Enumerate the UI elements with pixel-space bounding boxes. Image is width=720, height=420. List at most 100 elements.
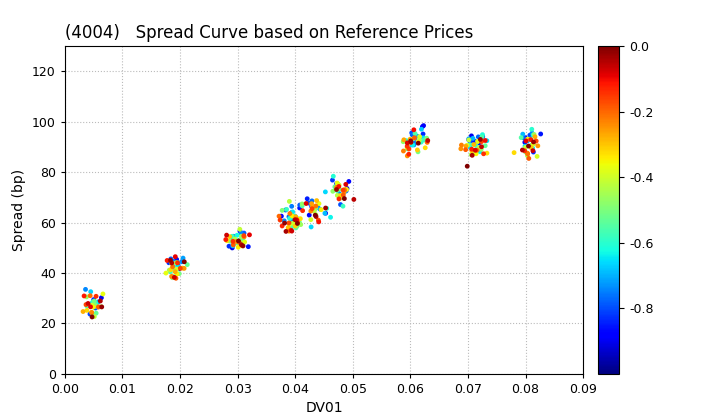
Point — [172, 262, 184, 269]
Point — [473, 144, 485, 151]
Point — [414, 133, 426, 140]
Point — [463, 136, 474, 143]
Point — [528, 139, 539, 145]
Point — [88, 298, 99, 304]
Point — [165, 255, 176, 262]
Point — [171, 256, 182, 263]
Point — [235, 230, 247, 236]
Point — [528, 149, 539, 155]
Point — [307, 204, 318, 210]
Point — [84, 292, 96, 299]
Point — [290, 225, 302, 231]
Point — [476, 134, 487, 140]
Point — [174, 265, 185, 272]
Point — [169, 268, 181, 275]
Point — [415, 126, 427, 133]
Point — [481, 150, 492, 157]
Point — [312, 204, 323, 210]
Point — [420, 144, 431, 151]
Point — [405, 137, 416, 144]
Point — [163, 267, 175, 273]
Point — [165, 266, 176, 273]
Point — [313, 218, 325, 225]
Point — [86, 314, 98, 320]
Point — [86, 299, 98, 306]
Point — [294, 219, 305, 226]
Point — [528, 131, 540, 138]
Point — [415, 139, 427, 145]
Point — [280, 207, 292, 213]
Point — [171, 265, 183, 272]
Point — [228, 238, 239, 245]
Point — [338, 192, 349, 198]
Point — [228, 233, 239, 240]
Point — [287, 219, 298, 226]
Point — [288, 220, 300, 227]
Point — [221, 237, 233, 244]
Point — [333, 182, 345, 189]
Point — [476, 138, 487, 145]
Point — [287, 213, 298, 219]
Point — [276, 223, 288, 229]
Point — [294, 215, 306, 222]
Point — [523, 143, 534, 150]
Point — [283, 228, 294, 234]
Point — [528, 140, 539, 147]
Point — [338, 189, 350, 196]
Point — [521, 137, 532, 144]
Point — [279, 220, 290, 226]
Point — [96, 303, 107, 310]
Point — [233, 244, 244, 251]
Point — [88, 296, 99, 303]
Point — [408, 131, 419, 138]
Point — [398, 136, 410, 143]
Point — [289, 214, 300, 220]
Point — [238, 230, 250, 236]
Point — [526, 126, 538, 133]
Point — [238, 240, 249, 247]
Point — [406, 142, 418, 148]
Point — [236, 242, 248, 249]
Point — [469, 138, 480, 144]
Point — [283, 220, 294, 226]
Point — [407, 131, 418, 138]
Point — [320, 189, 331, 195]
Point — [466, 146, 477, 152]
Point — [456, 142, 467, 148]
Point — [321, 205, 333, 212]
Point — [465, 151, 477, 158]
Point — [170, 275, 181, 282]
Point — [327, 177, 338, 184]
Point — [335, 192, 346, 199]
Point — [289, 216, 301, 223]
Point — [163, 260, 175, 266]
Point — [462, 142, 473, 149]
Point — [284, 221, 295, 228]
Point — [474, 136, 486, 143]
Point — [333, 190, 345, 197]
Point — [165, 268, 176, 275]
Point — [409, 135, 420, 142]
Point — [310, 212, 321, 218]
Point — [167, 263, 179, 270]
Point — [466, 147, 477, 154]
Point — [179, 265, 190, 272]
Point — [177, 255, 189, 262]
Point — [408, 135, 420, 142]
Point — [421, 135, 433, 142]
Point — [93, 304, 104, 310]
Point — [86, 302, 98, 309]
Point — [168, 273, 180, 280]
Point — [460, 146, 472, 153]
Point — [403, 151, 415, 158]
Point — [294, 202, 305, 208]
Point — [528, 140, 539, 147]
Point — [292, 215, 304, 222]
Point — [469, 147, 481, 154]
Point — [230, 238, 242, 245]
Point — [168, 260, 179, 267]
Point — [329, 184, 341, 190]
Point — [332, 185, 343, 192]
Point — [297, 202, 308, 209]
Point — [529, 134, 541, 140]
